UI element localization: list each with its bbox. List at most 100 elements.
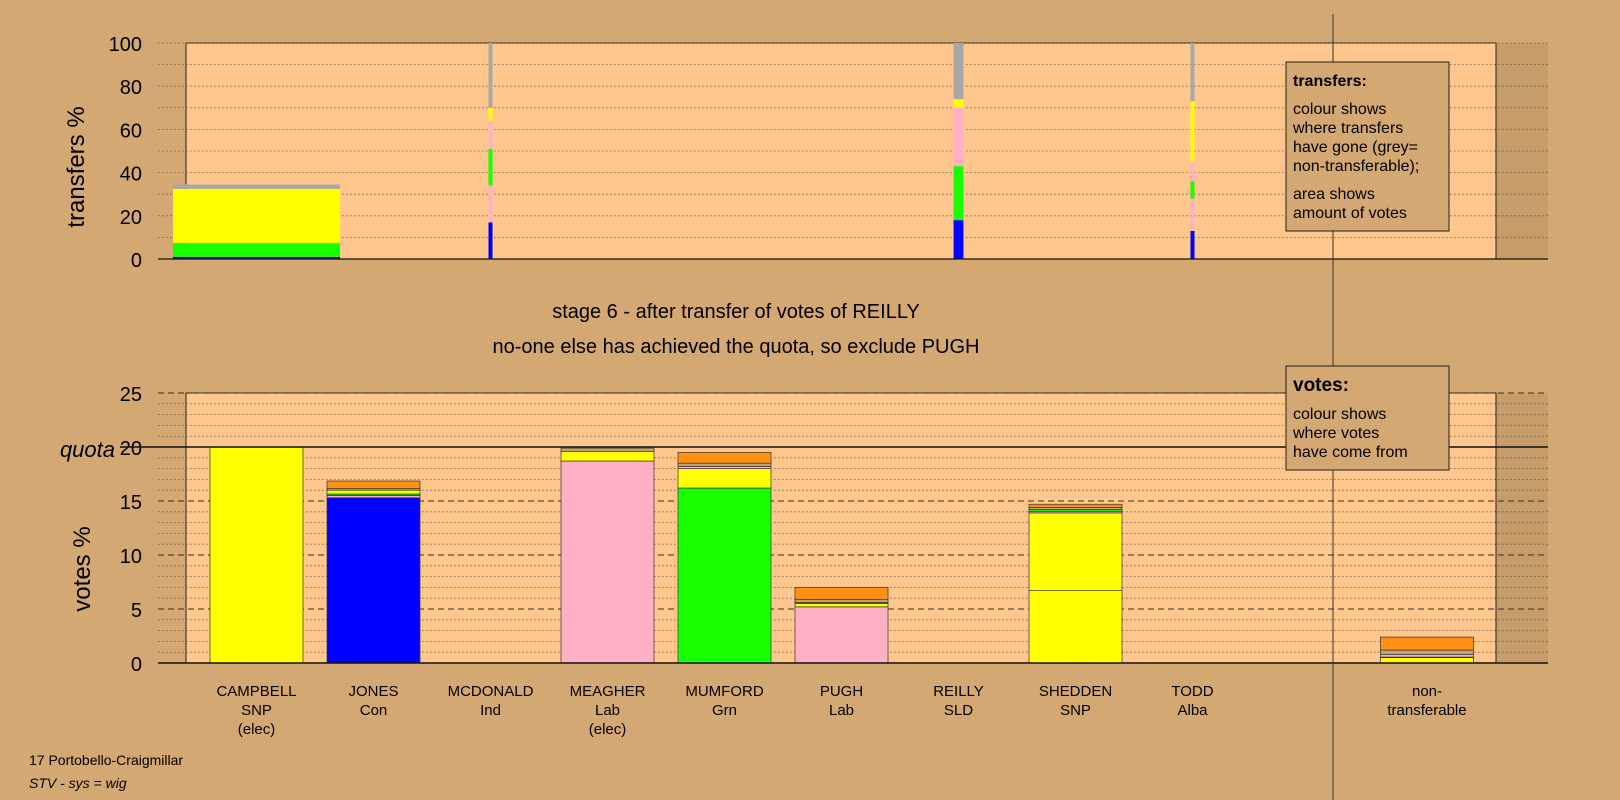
vote-segment-non-snp — [1380, 657, 1474, 664]
votes-legend-line: colour shows — [1293, 406, 1386, 423]
transfer-segment-todd-lab — [1190, 161, 1195, 182]
transfers-legend-line: colour shows — [1293, 101, 1386, 118]
vote-segment-jones-con — [326, 497, 421, 664]
quota-tick-label: 20 — [120, 438, 142, 460]
candidate-party-label: Alba — [1177, 702, 1208, 719]
candidate-party-label: Ind — [480, 702, 501, 719]
votes-legend-title: votes: — [1293, 375, 1349, 396]
candidate-name-label: SHEDDEN — [1039, 683, 1112, 700]
transfer-segment-reilly-grn — [953, 166, 964, 221]
vote-segment-pugh-snp — [794, 603, 889, 608]
votes-tick-label: 5 — [131, 600, 142, 622]
candidate-name-label: PUGH — [820, 683, 863, 700]
vote-segment-campbell-snp — [209, 446, 304, 664]
status-message: no-one else has achieved the quota, so e… — [493, 336, 980, 358]
vote-segment-non-alba — [1380, 636, 1474, 651]
transfer-segment-todd-snp — [1190, 101, 1195, 162]
transfers-legend-line: have gone (grey= — [1293, 139, 1418, 156]
transfer-segment-todd-nontransferable — [1190, 43, 1195, 102]
transfer-segment-todd-lab — [1190, 198, 1195, 231]
votes-tick-label: 0 — [131, 654, 142, 676]
transfer-segment-todd-grn — [1190, 181, 1195, 199]
transfer-segment-campbell-nontransferable — [172, 184, 341, 189]
transfers-legend-line: where transfers — [1292, 120, 1403, 137]
candidate-status-label: (elec) — [238, 721, 276, 738]
vote-segment-meagher-lab — [560, 460, 655, 664]
candidate-party-label: Lab — [829, 702, 854, 719]
candidate-status-label: (elec) — [589, 721, 627, 738]
transfer-segment-campbell-alba — [172, 242, 341, 244]
candidate-name-label: MCDONALD — [448, 683, 534, 700]
votes-legend-line: where votes — [1292, 425, 1379, 442]
plot-shade — [1496, 393, 1548, 663]
vote-segment-non-ind — [1380, 649, 1474, 655]
transfer-segment-mcdonald-lab — [488, 120, 493, 149]
vote-segment-shedden-alba — [1028, 503, 1123, 508]
candidate-name-label: CAMPBELL — [216, 683, 296, 700]
transfers-legend-line: amount of votes — [1293, 205, 1407, 222]
candidate-party-label: Lab — [595, 702, 620, 719]
transfers-legend-line: area shows — [1293, 186, 1375, 203]
transfer-segment-campbell-con — [172, 256, 341, 259]
transfers-legend-title: transfers: — [1293, 73, 1367, 90]
transfers-tick-label: 20 — [120, 207, 142, 229]
votes-y-axis-label: votes % — [69, 526, 96, 611]
transfer-segment-mcdonald-nontransferable — [488, 43, 493, 108]
transfer-segment-reilly-nontransferable — [953, 43, 964, 100]
transfer-segment-mcdonald-con — [488, 222, 493, 259]
vote-segment-non-lab — [1380, 654, 1474, 658]
transfers-plot-area — [186, 43, 1496, 259]
candidate-name-label: TODD — [1171, 683, 1213, 700]
vote-segment-mumford-alba — [677, 452, 772, 464]
candidate-name-label: MUMFORD — [685, 683, 763, 700]
transfer-segment-mcdonald-lab — [488, 185, 493, 223]
transfers-legend-line: non-transferable); — [1293, 158, 1419, 175]
footer-ward: 17 Portobello-Craigmillar — [29, 752, 183, 768]
vote-segment-pugh-alba — [794, 587, 889, 600]
candidate-party-label: Grn — [712, 702, 737, 719]
vote-segment-mumford-ind — [677, 462, 772, 467]
vote-segment-jones-snp — [326, 489, 421, 495]
transfers-legend: transfers: colour shows where transfers … — [1285, 61, 1450, 232]
votes-tick-label: 15 — [120, 492, 142, 514]
transfer-segment-todd-con — [1190, 230, 1195, 259]
vote-segment-shedden-snp — [1028, 590, 1123, 664]
candidate-name-label: MEAGHER — [570, 683, 646, 700]
transfer-segment-reilly-con — [953, 220, 964, 259]
transfer-segment-mcdonald-snp — [488, 107, 493, 121]
transfers-tick-label: 80 — [120, 77, 142, 99]
transfers-tick-label: 100 — [109, 34, 142, 56]
vote-segment-mumford-grn — [677, 487, 772, 664]
candidate-name-label: JONES — [348, 683, 398, 700]
transfers-tick-label: 60 — [120, 120, 142, 142]
vote-segment-pugh-ind — [794, 598, 889, 603]
vote-segment-shedden-snp — [1028, 512, 1123, 591]
vote-segment-meagher-snp — [560, 450, 655, 462]
quota-label: quota — [60, 437, 115, 462]
vote-segment-jones-alba — [326, 480, 421, 489]
transfer-segment-campbell-snp — [172, 188, 341, 243]
candidate-party-label: SNP — [241, 702, 272, 719]
transfers-tick-label: 40 — [120, 164, 142, 186]
transfer-segment-campbell-grn — [172, 243, 341, 257]
vote-segment-mumford-snp — [677, 468, 772, 489]
vote-segment-pugh-lab — [794, 606, 889, 664]
votes-legend: votes: colour shows where votes have com… — [1285, 365, 1450, 471]
transfers-tick-label: 0 — [131, 250, 142, 272]
candidate-party-label: SNP — [1060, 702, 1091, 719]
candidate-party-label: transferable — [1387, 702, 1466, 719]
stage-title: stage 6 - after transfer of votes of REI… — [552, 301, 920, 323]
votes-legend-line: have come from — [1293, 444, 1408, 461]
votes-tick-label: 10 — [120, 546, 142, 568]
candidate-party-label: SLD — [944, 702, 973, 719]
transfer-segment-reilly-lab — [953, 107, 964, 167]
transfers-y-axis-label: transfers % — [63, 106, 90, 227]
footer-system: STV - sys = wig — [29, 775, 127, 791]
transfer-segment-mcdonald-grn — [488, 148, 493, 186]
vote-segment-meagher-ind — [560, 447, 655, 452]
transfer-segment-reilly-snp — [953, 99, 964, 108]
candidate-name-label: REILLY — [933, 683, 984, 700]
candidate-name-label: non- — [1412, 683, 1442, 700]
candidate-party-label: Con — [360, 702, 388, 719]
